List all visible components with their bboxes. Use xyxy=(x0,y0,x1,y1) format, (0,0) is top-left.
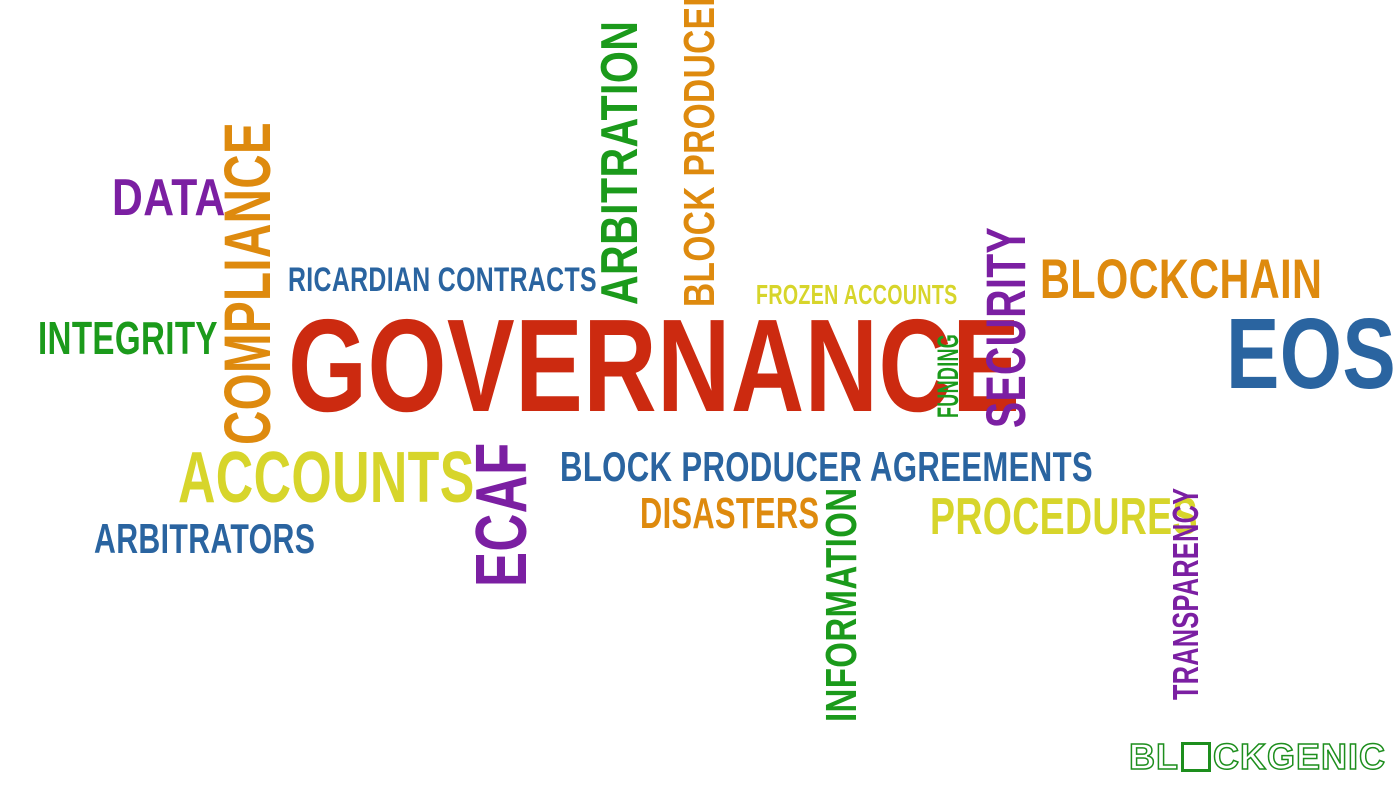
word-accounts: ACCOUNTS xyxy=(178,438,475,518)
word-compliance-text: COMPLIANCE xyxy=(210,121,284,445)
word-security-text: SECURITY xyxy=(974,226,1037,428)
word-eos: EOS xyxy=(1226,298,1397,410)
word-block-producers-text: BLOCK PRODUCERS xyxy=(675,0,724,307)
word-information: INFORMATION xyxy=(817,409,866,722)
logo-square-icon xyxy=(1180,742,1211,772)
word-procedures: PROCEDURES xyxy=(930,488,1198,546)
logo-prefix: BL xyxy=(1128,735,1179,778)
word-blockchain: BLOCKCHAIN xyxy=(1040,247,1323,310)
blockgenic-logo: BL CKGENIC xyxy=(1128,735,1386,778)
word-compliance: COMPLIANCE xyxy=(210,0,284,445)
word-arbitration-text: ARBITRATION xyxy=(591,20,649,305)
word-ricardian-contracts: RICARDIAN CONTRACTS xyxy=(288,261,597,299)
word-transparency-text: TRANSPARENCY xyxy=(1165,487,1206,700)
word-ecaf: ECAF xyxy=(462,389,542,587)
word-security: SECURITY xyxy=(974,141,1037,428)
word-disasters: DISASTERS xyxy=(640,489,820,538)
word-arbitration: ARBITRATION xyxy=(591,0,649,305)
word-integrity: INTEGRITY xyxy=(38,312,218,364)
word-data: DATA xyxy=(112,169,226,227)
word-arbitrators: ARBITRATORS xyxy=(94,515,316,562)
logo-suffix: CKGENIC xyxy=(1212,735,1386,778)
word-frozen-accounts: FROZEN ACCOUNTS xyxy=(756,279,958,310)
word-funding-text: FUNDING xyxy=(932,333,965,418)
word-block-producers: BLOCK PRODUCERS xyxy=(675,0,724,307)
word-information-text: INFORMATION xyxy=(817,487,866,722)
word-governance: GOVERNANCE xyxy=(288,292,1021,439)
word-funding: FUNDING xyxy=(932,278,965,418)
word-block-producer-agreements: BLOCK PRODUCER AGREEMENTS xyxy=(560,443,1094,490)
word-transparency: TRANSPARENCY xyxy=(1165,397,1206,700)
word-ecaf-text: ECAF xyxy=(462,442,542,587)
